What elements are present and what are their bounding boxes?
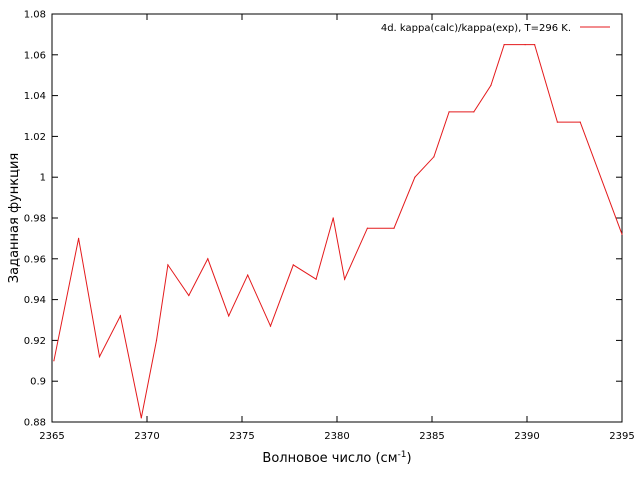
y-tick-label: 1.02 — [24, 132, 46, 143]
axis-ticks — [51, 13, 623, 423]
y-tick-label: 0.88 — [24, 418, 46, 429]
x-tick-label: 2395 — [609, 431, 634, 442]
data-point — [228, 315, 230, 317]
y-tick-label: 0.96 — [24, 254, 46, 265]
data-point — [393, 227, 395, 229]
y-tick-label: 0.98 — [24, 214, 46, 225]
data-point — [433, 156, 435, 158]
data-point — [621, 233, 623, 235]
y-tick-label: 1.08 — [24, 10, 46, 21]
data-point — [207, 258, 209, 260]
y-tick-label: 0.92 — [24, 336, 46, 347]
data-point — [167, 264, 169, 266]
y-tick-label: 1.06 — [24, 50, 46, 61]
data-point — [98, 356, 101, 358]
data-point — [473, 111, 475, 113]
data-point — [315, 278, 317, 280]
data-point — [155, 339, 158, 341]
x-tick-label: 2370 — [134, 431, 159, 442]
data-point — [579, 121, 581, 123]
data-point — [556, 121, 559, 123]
data-point — [524, 44, 526, 46]
legend-label: 4d. kappa(calc)/kappa(exp), T=296 K. — [381, 23, 571, 34]
data-point — [490, 84, 492, 86]
x-axis-title: Волновое число (см-1) — [262, 450, 411, 466]
legend: 4d. kappa(calc)/kappa(exp), T=296 K. — [381, 23, 610, 34]
data-point — [344, 278, 346, 280]
x-tick-label: 2380 — [324, 431, 349, 442]
data-point — [503, 44, 505, 46]
data-point — [188, 294, 190, 297]
data-point — [247, 274, 249, 276]
y-tick-label: 0.94 — [24, 295, 46, 306]
data-point — [366, 227, 368, 229]
plot-frame — [51, 13, 623, 423]
data-point — [78, 237, 80, 239]
series-group — [53, 44, 623, 419]
y-tick-label: 0.9 — [30, 377, 46, 388]
data-point — [140, 417, 142, 419]
data-point — [448, 111, 450, 113]
x-tick-label: 2375 — [229, 431, 254, 442]
y-tick-label: 1.04 — [24, 91, 46, 102]
data-point — [414, 176, 416, 178]
series-line — [53, 44, 623, 419]
x-tick-labels: 2365 2370 2375 2380 2385 2390 2395 — [39, 431, 634, 442]
y-tick-labels: 0.88 0.9 0.92 0.94 0.96 0.98 1 1.02 1.04 1.06 1.08 — [24, 10, 46, 429]
data-point — [269, 325, 272, 327]
y-tick-label: 1 — [40, 173, 46, 184]
data-point — [534, 44, 536, 46]
x-tick-label: 2385 — [419, 431, 444, 442]
data-point — [119, 315, 121, 317]
x-tick-label: 2390 — [514, 431, 539, 442]
data-point — [292, 264, 294, 266]
x-tick-label: 2365 — [39, 431, 64, 442]
y-axis-title: Заданная функция — [7, 153, 22, 283]
data-point — [53, 360, 55, 362]
data-point — [332, 217, 334, 219]
